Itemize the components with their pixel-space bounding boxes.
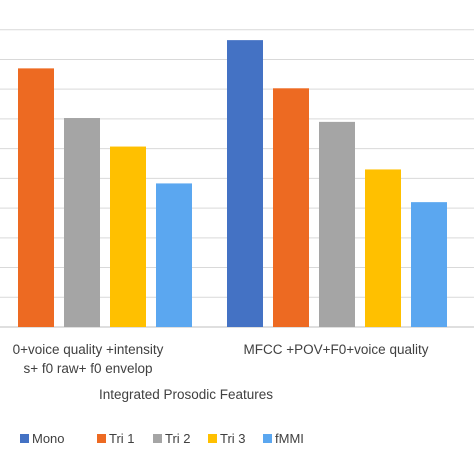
bar-mono-cat2: [227, 40, 263, 328]
bar-fmmi-cat1: [156, 183, 192, 327]
legend-label-fmmi: fMMI: [275, 431, 304, 446]
legend-label-tri-3: Tri 3: [220, 431, 246, 446]
legend-label-tri-1: Tri 1: [109, 431, 135, 446]
bar-tri-1-cat2: [273, 88, 309, 327]
category-labels: 0+voice quality +intensity s+ f0 raw+ f0 …: [13, 342, 429, 376]
legend-swatch-tri-3: [208, 434, 217, 443]
legend-label-tri-2: Tri 2: [165, 431, 191, 446]
bar-tri-3-cat2: [365, 169, 401, 327]
legend-swatch-mono: [20, 434, 29, 443]
bar-fmmi-cat2: [411, 202, 447, 327]
legend-label-mono: Mono: [32, 431, 65, 446]
bar-tri-2-cat1: [64, 118, 100, 327]
legend-swatch-fmmi: [263, 434, 272, 443]
bar-tri-3-cat1: [110, 146, 146, 327]
bars: [18, 40, 447, 328]
bar-tri-1-cat1: [18, 68, 54, 327]
bar-tri-2-cat2: [319, 121, 355, 327]
x-axis-title: Integrated Prosodic Features: [99, 387, 273, 402]
category-label-1-line-1: 0+voice quality +intensity: [13, 342, 164, 357]
legend: Mono Tri 1 Tri 2 Tri 3 fMMI: [20, 431, 304, 446]
legend-swatch-tri-2: [153, 434, 162, 443]
legend-swatch-tri-1: [97, 434, 106, 443]
category-label-2-line-1: MFCC +POV+F0+voice quality: [244, 342, 429, 357]
category-label-1-line-2: s+ f0 raw+ f0 envelop: [23, 361, 152, 376]
